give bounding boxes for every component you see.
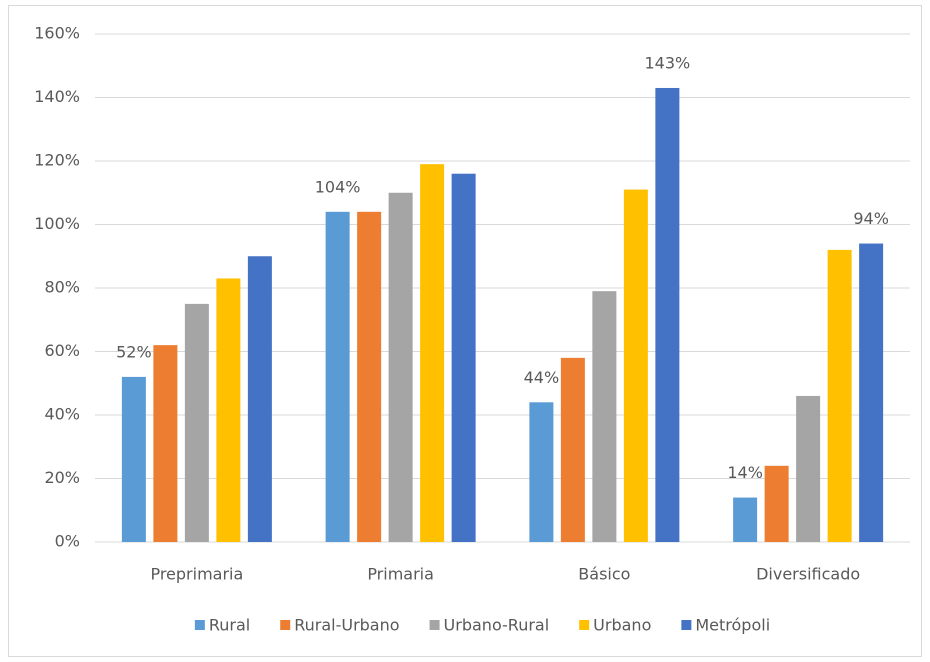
y-tick-label: 140% (34, 87, 80, 106)
data-label: 52% (116, 342, 152, 361)
legend-swatch (280, 620, 291, 630)
bar (388, 192, 413, 542)
legend-label: Rural-Urbano (294, 616, 399, 635)
x-tick-label: Diversificado (756, 565, 860, 584)
y-tick-label: 60% (44, 341, 80, 360)
legend-swatch (681, 620, 692, 630)
y-tick-label: 100% (34, 214, 80, 233)
bar (153, 345, 178, 542)
bar (560, 357, 585, 542)
legend-label: Rural (209, 616, 250, 635)
legend-swatch (579, 620, 590, 630)
bar (420, 164, 445, 543)
bar (184, 303, 209, 542)
legend-label: Metrópoli (695, 616, 770, 635)
bar (247, 256, 272, 542)
bar (859, 243, 884, 543)
data-label: 44% (524, 368, 560, 387)
y-tick-label: 40% (44, 405, 80, 424)
bar (216, 278, 241, 542)
bar (529, 402, 554, 542)
bar (764, 465, 789, 542)
x-tick-label: Preprimaria (150, 565, 243, 584)
bar (623, 189, 648, 542)
bar (827, 249, 852, 542)
bar (451, 173, 476, 542)
y-tick-label: 120% (34, 151, 80, 170)
legend-label: Urbano-Rural (444, 616, 550, 635)
bar (592, 291, 617, 542)
legend-label: Urbano (593, 616, 651, 635)
y-tick-label: 0% (55, 532, 80, 551)
y-tick-label: 80% (44, 278, 80, 297)
legend-swatch (429, 620, 440, 630)
data-label: 143% (645, 53, 691, 72)
bar (121, 376, 146, 542)
bar (357, 211, 382, 543)
bar (655, 87, 680, 542)
bar (733, 497, 758, 542)
y-tick-label: 160% (34, 24, 80, 43)
data-label: 104% (315, 177, 361, 196)
x-tick-label: Primaria (367, 565, 434, 584)
x-tick-label: Básico (578, 565, 630, 584)
y-tick-label: 20% (44, 468, 80, 487)
bar (796, 395, 821, 542)
bar (325, 211, 350, 543)
data-label: 94% (853, 209, 889, 228)
data-label: 14% (727, 463, 763, 482)
legend-swatch (194, 620, 205, 630)
